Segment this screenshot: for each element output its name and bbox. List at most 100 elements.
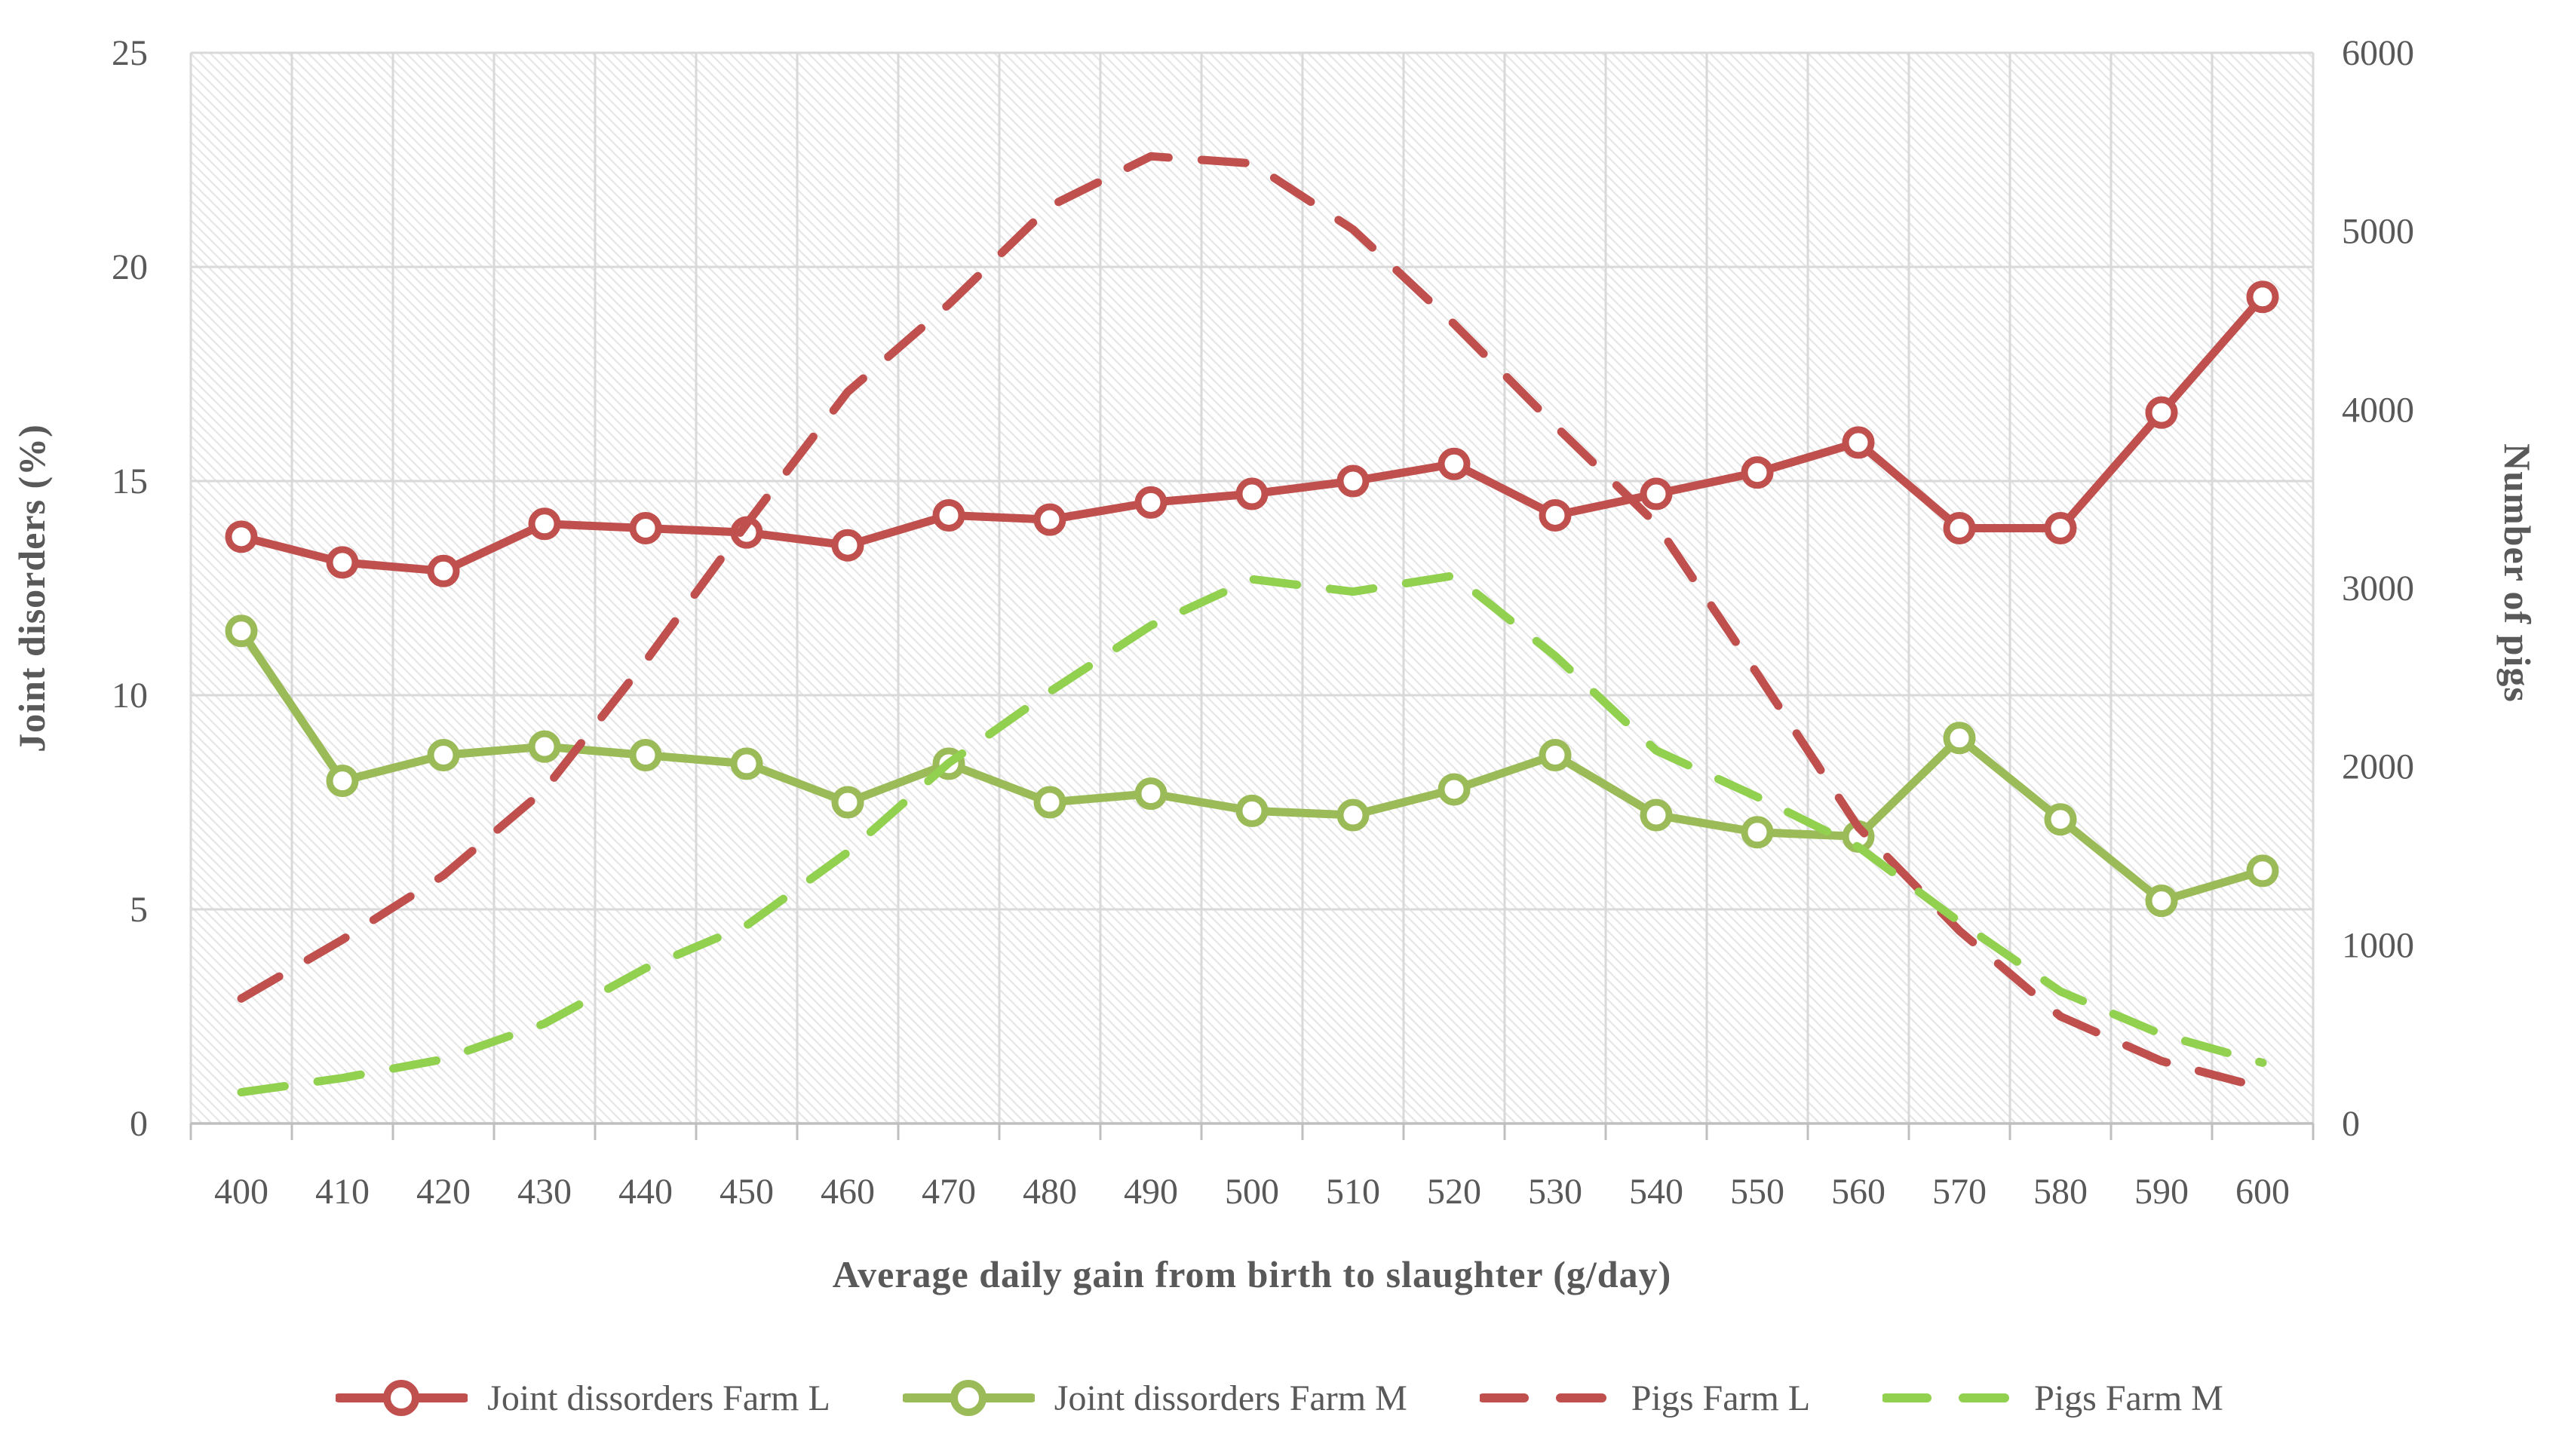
data-point-marker (1033, 503, 1066, 536)
data-point-marker (1235, 477, 1269, 510)
data-point-marker (427, 739, 460, 772)
data-point-marker (1235, 794, 1269, 827)
x-axis-title: Average daily gain from birth to slaught… (832, 1253, 1672, 1295)
x-axis-tick-label: 510 (1326, 1172, 1380, 1212)
x-axis-tick-label: 440 (618, 1172, 673, 1212)
data-point-marker (629, 739, 662, 772)
right-axis-title: Number of pigs (2496, 443, 2539, 703)
x-axis-tick-label: 560 (1831, 1172, 1885, 1212)
legend-item-1: Joint dissorders Farm L (336, 1374, 830, 1422)
right-axis-tick-label: 2000 (2342, 747, 2414, 787)
legend-label: Pigs Farm L (1631, 1378, 1811, 1418)
data-point-marker (1741, 816, 1774, 849)
x-axis-tick-label: 550 (1730, 1172, 1784, 1212)
legend-swatch (1882, 1393, 2015, 1402)
legend-swatch-marker (950, 1380, 986, 1416)
left-axis-tick-label: 5 (130, 890, 148, 930)
data-point-marker (326, 765, 359, 798)
x-axis-tick-label: 480 (1023, 1172, 1077, 1212)
series-4 (237, 571, 2267, 1097)
data-point-marker (932, 498, 965, 532)
right-axis-tick-label: 6000 (2342, 33, 2414, 73)
legend-label: Joint dissorders Farm M (1054, 1378, 1407, 1418)
data-point-marker (2145, 396, 2178, 429)
data-point-marker (831, 529, 864, 562)
legend-label: Pigs Farm M (2034, 1378, 2223, 1418)
x-axis-tick-label: 470 (922, 1172, 976, 1212)
data-point-marker (1438, 447, 1471, 480)
data-point-marker (1336, 464, 1370, 498)
x-axis-tick-label: 450 (720, 1172, 774, 1212)
right-axis-tick-label: 0 (2342, 1104, 2360, 1144)
x-axis-tick-label: 420 (416, 1172, 471, 1212)
x-axis-tick-label: 580 (2033, 1172, 2088, 1212)
data-point-marker (1943, 722, 1976, 755)
legend-swatch (902, 1380, 1035, 1416)
legend-item-4: Pigs Farm M (1882, 1374, 2223, 1422)
data-point-marker (225, 615, 258, 648)
data-point-marker (225, 520, 258, 553)
x-axis-tick-label: 530 (1528, 1172, 1582, 1212)
data-point-marker (1640, 799, 1673, 832)
left-axis-tick-label: 10 (112, 676, 148, 716)
left-axis-title: Joint disorders (%) (11, 424, 53, 753)
left-axis-tick-label: 15 (112, 461, 148, 501)
data-point-marker (2044, 511, 2077, 544)
data-point-marker (1539, 498, 1572, 532)
data-point-marker (1033, 786, 1066, 819)
series-1 (225, 280, 2279, 587)
data-point-marker (831, 786, 864, 819)
x-axis-tick-label: 540 (1629, 1172, 1683, 1212)
series-3 (237, 152, 2267, 1093)
data-point-marker (1842, 426, 1875, 459)
data-point-marker (1134, 777, 1168, 811)
data-point-marker (1539, 739, 1572, 772)
data-point-marker (326, 546, 359, 579)
right-axis-tick-label: 1000 (2342, 925, 2414, 965)
data-point-marker (427, 554, 460, 587)
data-point-marker (2044, 803, 2077, 836)
left-axis-tick-label: 20 (112, 247, 148, 287)
data-point-marker (528, 507, 561, 541)
series-line (237, 152, 2267, 1093)
right-axis-tick-label: 4000 (2342, 390, 2414, 430)
data-point-marker (629, 511, 662, 544)
legend-swatch-marker (383, 1380, 420, 1416)
data-point-marker (528, 730, 561, 763)
data-point-marker (2145, 884, 2178, 918)
left-axis-tick-label: 25 (112, 33, 148, 73)
data-point-marker (1134, 486, 1168, 519)
gridlines (189, 51, 2315, 1140)
legend-item-2: Joint dissorders Farm M (902, 1374, 1407, 1422)
x-axis-tick-label: 520 (1427, 1172, 1481, 1212)
x-axis-tick-label: 460 (821, 1172, 875, 1212)
series-2 (225, 615, 2279, 918)
x-axis-tick-label: 400 (214, 1172, 268, 1212)
data-point-marker (1741, 456, 1774, 489)
right-axis-tick-label: 5000 (2342, 212, 2414, 252)
series-line (237, 571, 2267, 1097)
left-axis-tick-label: 0 (130, 1104, 148, 1144)
x-axis-tick-label: 430 (517, 1172, 572, 1212)
data-point-marker (1438, 773, 1471, 806)
x-axis-tick-label: 600 (2235, 1172, 2290, 1212)
data-point-marker (1640, 477, 1673, 510)
data-point-marker (1943, 511, 1976, 544)
chart-legend: Joint dissorders Farm L Joint dissorders … (0, 1374, 2559, 1422)
data-point-marker (2246, 854, 2279, 887)
x-axis-tick-label: 590 (2134, 1172, 2189, 1212)
x-axis-tick-label: 410 (315, 1172, 370, 1212)
plot-area-background (191, 53, 2313, 1123)
legend-item-3: Pigs Farm L (1479, 1374, 1811, 1422)
x-axis-tick-label: 500 (1225, 1172, 1279, 1212)
x-axis-tick-label: 570 (1932, 1172, 1987, 1212)
x-axis-tick-label: 490 (1124, 1172, 1178, 1212)
legend-swatch (336, 1380, 468, 1416)
legend-label: Joint dissorders Farm L (487, 1378, 830, 1418)
data-point-marker (730, 747, 763, 780)
data-point-marker (1336, 799, 1370, 832)
legend-swatch (1479, 1393, 1612, 1402)
